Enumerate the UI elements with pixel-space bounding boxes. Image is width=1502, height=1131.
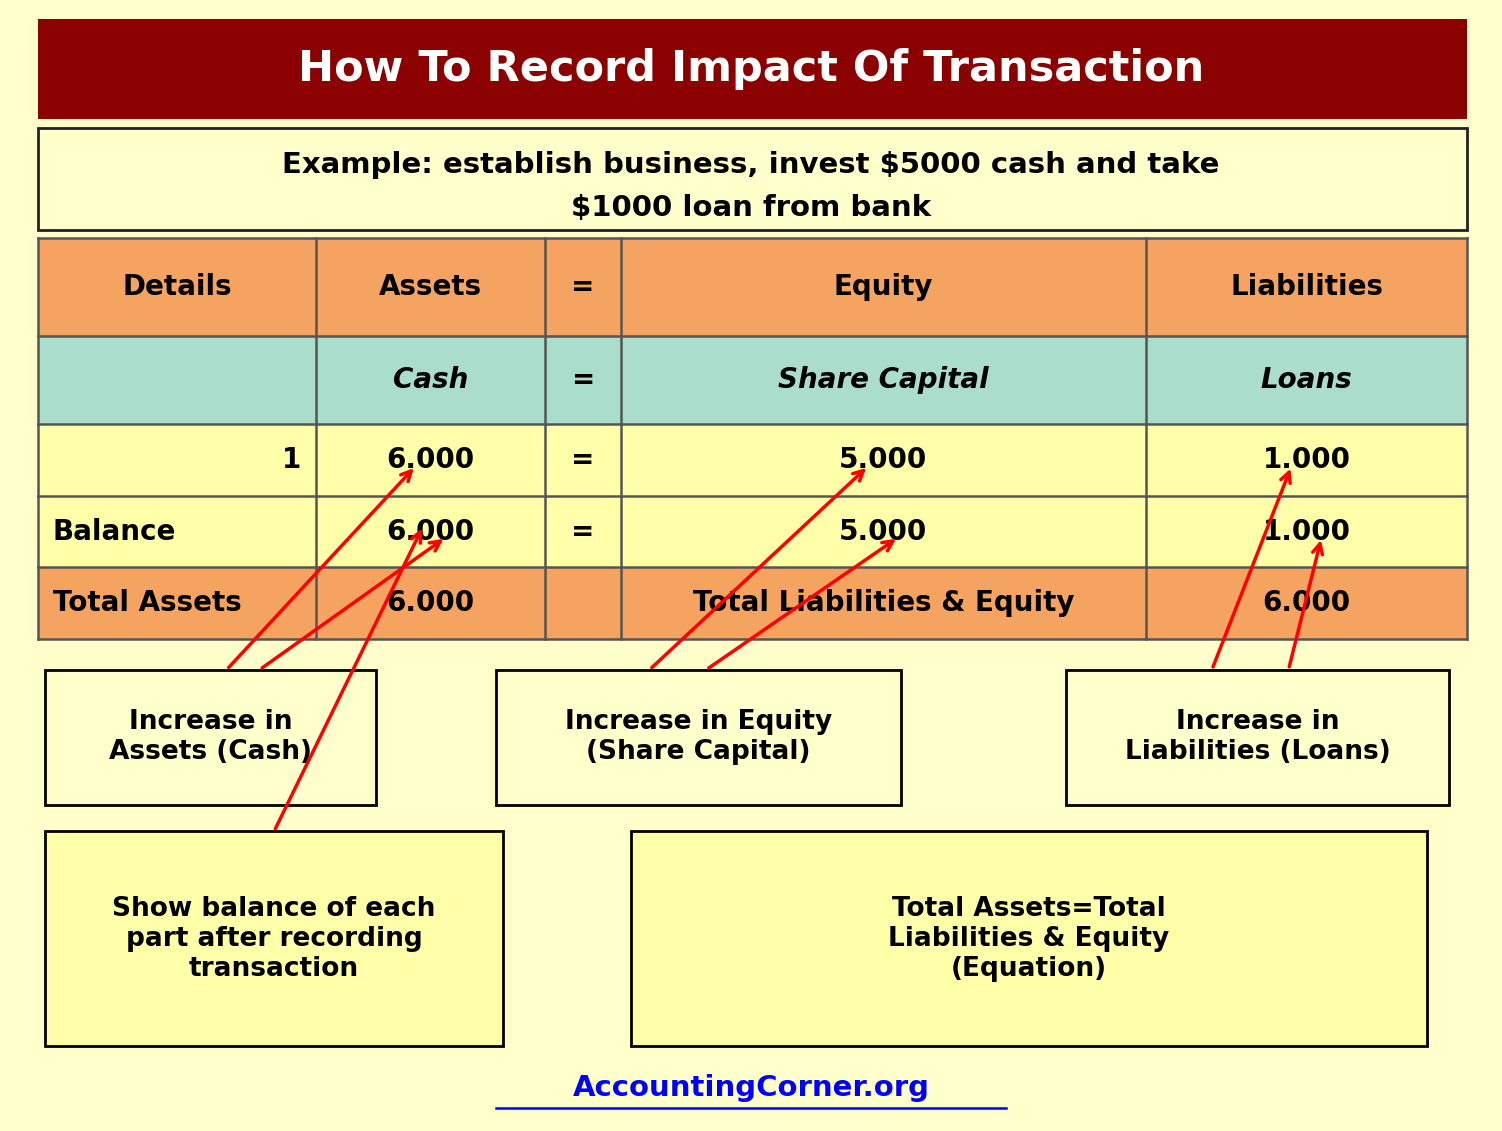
Text: 5.000: 5.000	[840, 518, 927, 545]
Text: 1.000: 1.000	[1263, 447, 1350, 474]
FancyBboxPatch shape	[45, 831, 503, 1046]
FancyBboxPatch shape	[38, 567, 1467, 639]
Text: Increase in
Liabilities (Loans): Increase in Liabilities (Loans)	[1125, 709, 1391, 766]
Text: 5.000: 5.000	[840, 447, 927, 474]
Text: Total Assets: Total Assets	[53, 589, 242, 616]
Text: Balance: Balance	[53, 518, 176, 545]
Text: Show balance of each
part after recording
transaction: Show balance of each part after recordin…	[113, 896, 436, 982]
Text: Total Assets=Total
Liabilities & Equity
(Equation): Total Assets=Total Liabilities & Equity …	[888, 896, 1170, 982]
Text: Increase in Equity
(Share Capital): Increase in Equity (Share Capital)	[565, 709, 832, 766]
Text: Loans: Loans	[1260, 366, 1352, 394]
Text: =: =	[571, 518, 595, 545]
Text: Total Liabilities & Equity: Total Liabilities & Equity	[692, 589, 1074, 616]
Text: =: =	[571, 447, 595, 474]
Text: 6.000: 6.000	[1263, 589, 1350, 616]
Text: 6.000: 6.000	[386, 518, 475, 545]
FancyBboxPatch shape	[38, 19, 1467, 119]
Text: $1000 loan from bank: $1000 loan from bank	[571, 195, 931, 222]
FancyBboxPatch shape	[38, 497, 1467, 567]
Text: 6.000: 6.000	[386, 447, 475, 474]
FancyBboxPatch shape	[631, 831, 1427, 1046]
Text: Assets: Assets	[379, 273, 482, 301]
FancyBboxPatch shape	[496, 670, 901, 805]
FancyBboxPatch shape	[38, 336, 1467, 424]
Text: Equity: Equity	[834, 273, 933, 301]
Text: Cash: Cash	[394, 366, 469, 394]
Text: How To Record Impact Of Transaction: How To Record Impact Of Transaction	[297, 48, 1205, 90]
Text: 1.000: 1.000	[1263, 518, 1350, 545]
FancyBboxPatch shape	[38, 424, 1467, 497]
Text: 6.000: 6.000	[386, 589, 475, 616]
Text: Liabilities: Liabilities	[1230, 273, 1383, 301]
Text: Share Capital: Share Capital	[778, 366, 988, 394]
Text: Increase in
Assets (Cash): Increase in Assets (Cash)	[108, 709, 312, 766]
Text: Details: Details	[122, 273, 231, 301]
FancyBboxPatch shape	[45, 670, 376, 805]
FancyBboxPatch shape	[38, 128, 1467, 230]
Text: Example: establish business, invest $5000 cash and take: Example: establish business, invest $500…	[282, 152, 1220, 179]
Text: 1: 1	[282, 447, 302, 474]
FancyBboxPatch shape	[1066, 670, 1449, 805]
Text: AccountingCorner.org: AccountingCorner.org	[572, 1074, 930, 1102]
FancyBboxPatch shape	[38, 238, 1467, 336]
Text: =: =	[571, 366, 595, 394]
Text: =: =	[571, 273, 595, 301]
